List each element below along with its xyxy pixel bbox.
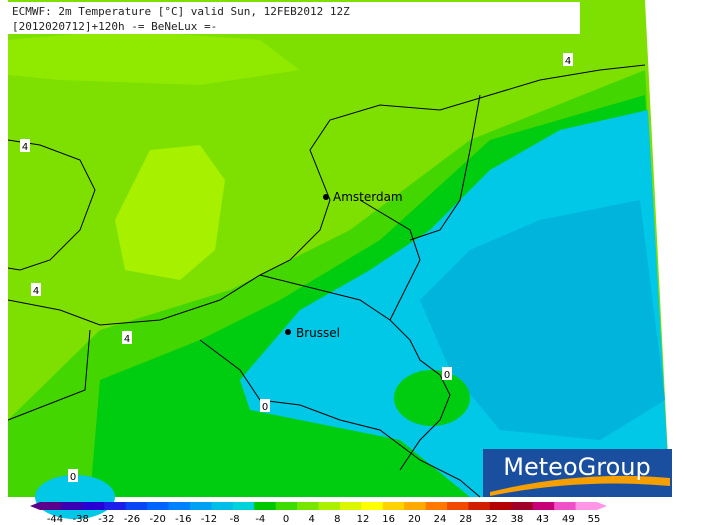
contour-label-box <box>122 331 132 344</box>
contour-label-box <box>20 139 30 152</box>
legend-label: -4 <box>255 514 265 525</box>
legend-swatch <box>297 502 319 510</box>
legend-label: -32 <box>98 514 114 525</box>
legend-swatch <box>361 502 384 510</box>
contour-label-box <box>442 367 452 380</box>
legend-label: -44 <box>47 514 63 525</box>
legend-swatch <box>275 502 298 510</box>
city-dot <box>285 329 291 335</box>
contour-label: 4 <box>124 334 130 345</box>
legend-label: 16 <box>382 514 395 525</box>
logo-text: MeteoGroup <box>503 453 650 481</box>
coastline <box>7 64 646 326</box>
legend-swatch <box>468 502 491 510</box>
city-label: Amsterdam <box>333 190 403 204</box>
legend-swatch <box>104 502 127 510</box>
header-box <box>8 2 580 34</box>
legend-label: 8 <box>334 514 340 525</box>
legend-swatch <box>40 502 62 510</box>
legend-swatch <box>147 502 170 510</box>
header-line: [2012020712]+120h -= BeNeLux =- <box>12 20 217 33</box>
legend-label: 55 <box>588 514 601 525</box>
contour-label: 0 <box>262 402 268 413</box>
contour-label-box <box>68 469 78 482</box>
legend-swatch <box>447 502 469 510</box>
legend-swatch <box>254 502 277 510</box>
field <box>8 30 300 85</box>
border <box>359 199 421 321</box>
legend-swatch <box>489 502 512 510</box>
legend-label: 38 <box>511 514 524 525</box>
coastline <box>7 139 96 271</box>
contour-label: 4 <box>565 56 571 67</box>
legend-label: 49 <box>562 514 575 525</box>
legend-label: -38 <box>72 514 88 525</box>
legend-label: 12 <box>357 514 370 525</box>
contour-label: 0 <box>70 472 76 483</box>
legend-swatch <box>554 502 577 510</box>
legend-swatch <box>532 502 555 510</box>
legend-swatch <box>61 502 84 510</box>
city-dot <box>323 194 329 200</box>
contour-label: 0 <box>444 370 450 381</box>
legend-label: -16 <box>175 514 191 525</box>
legend-label: -26 <box>124 514 140 525</box>
legend-label: -12 <box>201 514 217 525</box>
legend-swatch <box>82 502 105 510</box>
contour-label: 4 <box>22 142 28 153</box>
legend-label: 0 <box>283 514 289 525</box>
logo-swoosh <box>490 475 670 496</box>
borders <box>7 64 646 498</box>
field <box>420 200 665 440</box>
city-label: Brussel <box>296 326 340 340</box>
header-line: ECMWF: 2m Temperature [°C] valid Sun, 12… <box>12 5 350 18</box>
legend-label: -20 <box>149 514 165 525</box>
legend-swatch <box>168 502 191 510</box>
legend-label: 20 <box>408 514 421 525</box>
field <box>115 145 225 280</box>
legend-swatch <box>425 502 448 510</box>
legend-label: 43 <box>536 514 549 525</box>
field <box>394 370 470 426</box>
legend-swatch <box>211 502 234 510</box>
contour-label: 4 <box>33 286 39 297</box>
legend: -44 -38 -32 -26 -20 -16 -12 -8 -4 0 4 8 12 16 20 24 28 32… <box>30 502 607 525</box>
legend-arrow <box>30 502 40 510</box>
border <box>259 274 451 471</box>
contour-label-box <box>260 399 270 412</box>
legend-arrow <box>597 502 607 510</box>
border <box>409 94 481 241</box>
logo: MeteoGroup <box>483 449 672 497</box>
map-fields <box>8 0 670 519</box>
legend-swatch <box>189 502 212 510</box>
legend-swatch <box>575 502 598 510</box>
legend-swatch <box>382 502 405 510</box>
legend-swatch <box>404 502 427 510</box>
legend-swatch <box>232 502 255 510</box>
legend-label: 28 <box>459 514 472 525</box>
coastline <box>7 329 91 421</box>
contour-label-box <box>563 53 573 66</box>
legend-swatch <box>511 502 534 510</box>
legend-swatch <box>339 502 362 510</box>
legend-label: 32 <box>485 514 498 525</box>
border <box>199 339 481 498</box>
legend-swatch <box>125 502 148 510</box>
legend-label: 4 <box>308 514 314 525</box>
contour-label-box <box>31 283 41 296</box>
legend-label: -8 <box>230 514 240 525</box>
contour-labels: 4 4 4 4 0 0 0 <box>20 53 573 483</box>
legend-label: 24 <box>434 514 447 525</box>
legend-swatch <box>318 502 341 510</box>
